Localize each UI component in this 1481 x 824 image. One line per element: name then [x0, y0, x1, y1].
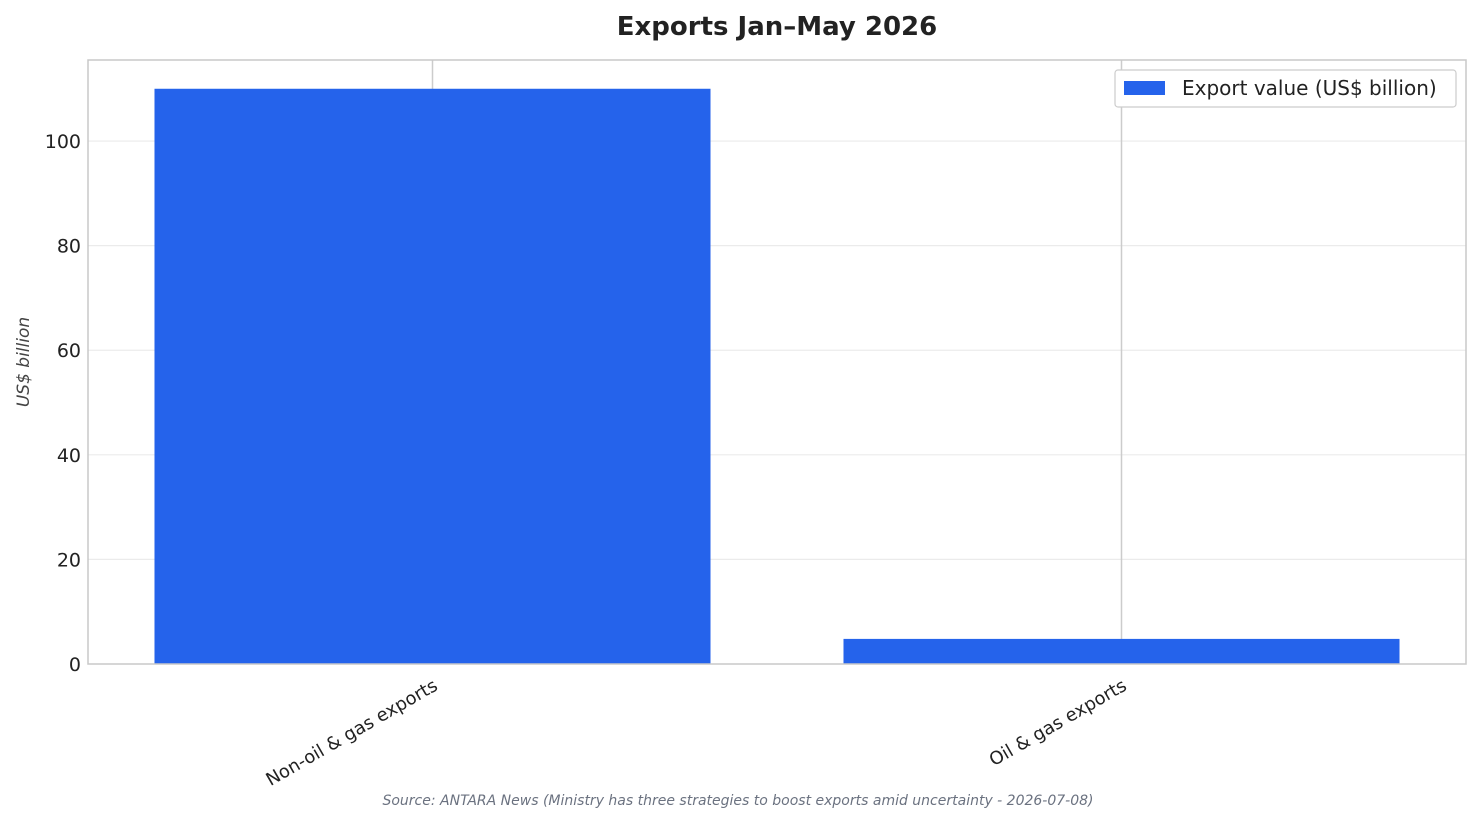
y-tick-label: 0: [69, 654, 81, 676]
legend-label: Export value (US$ billion): [1182, 76, 1437, 100]
legend: Export value (US$ billion): [1114, 69, 1457, 108]
y-axis-ticks: 0 20 40 60 80 100: [45, 131, 81, 676]
y-tick-label: 20: [57, 549, 81, 571]
legend-swatch: [1124, 81, 1165, 95]
x-tick-label: Non-oil & gas exports: [262, 675, 441, 790]
chart-title: Exports Jan–May 2026: [617, 12, 938, 42]
x-tick-label: Oil & gas exports: [986, 675, 1131, 771]
y-tick-label: 60: [57, 340, 81, 362]
bar: [843, 638, 1400, 664]
y-tick-label: 100: [45, 131, 81, 153]
y-tick-label: 80: [57, 236, 81, 258]
x-axis-ticks: Non-oil & gas exports Oil & gas exports: [262, 675, 1130, 790]
plot-frame: [87, 59, 1467, 665]
bars: [154, 88, 1400, 664]
bar: [154, 88, 711, 664]
y-tick-label: 40: [57, 445, 81, 467]
source-note: Source: ANTARA News (Ministry has three …: [382, 793, 1093, 809]
y-axis-label: US$ billion: [14, 317, 34, 407]
legend-box: [1114, 69, 1457, 108]
